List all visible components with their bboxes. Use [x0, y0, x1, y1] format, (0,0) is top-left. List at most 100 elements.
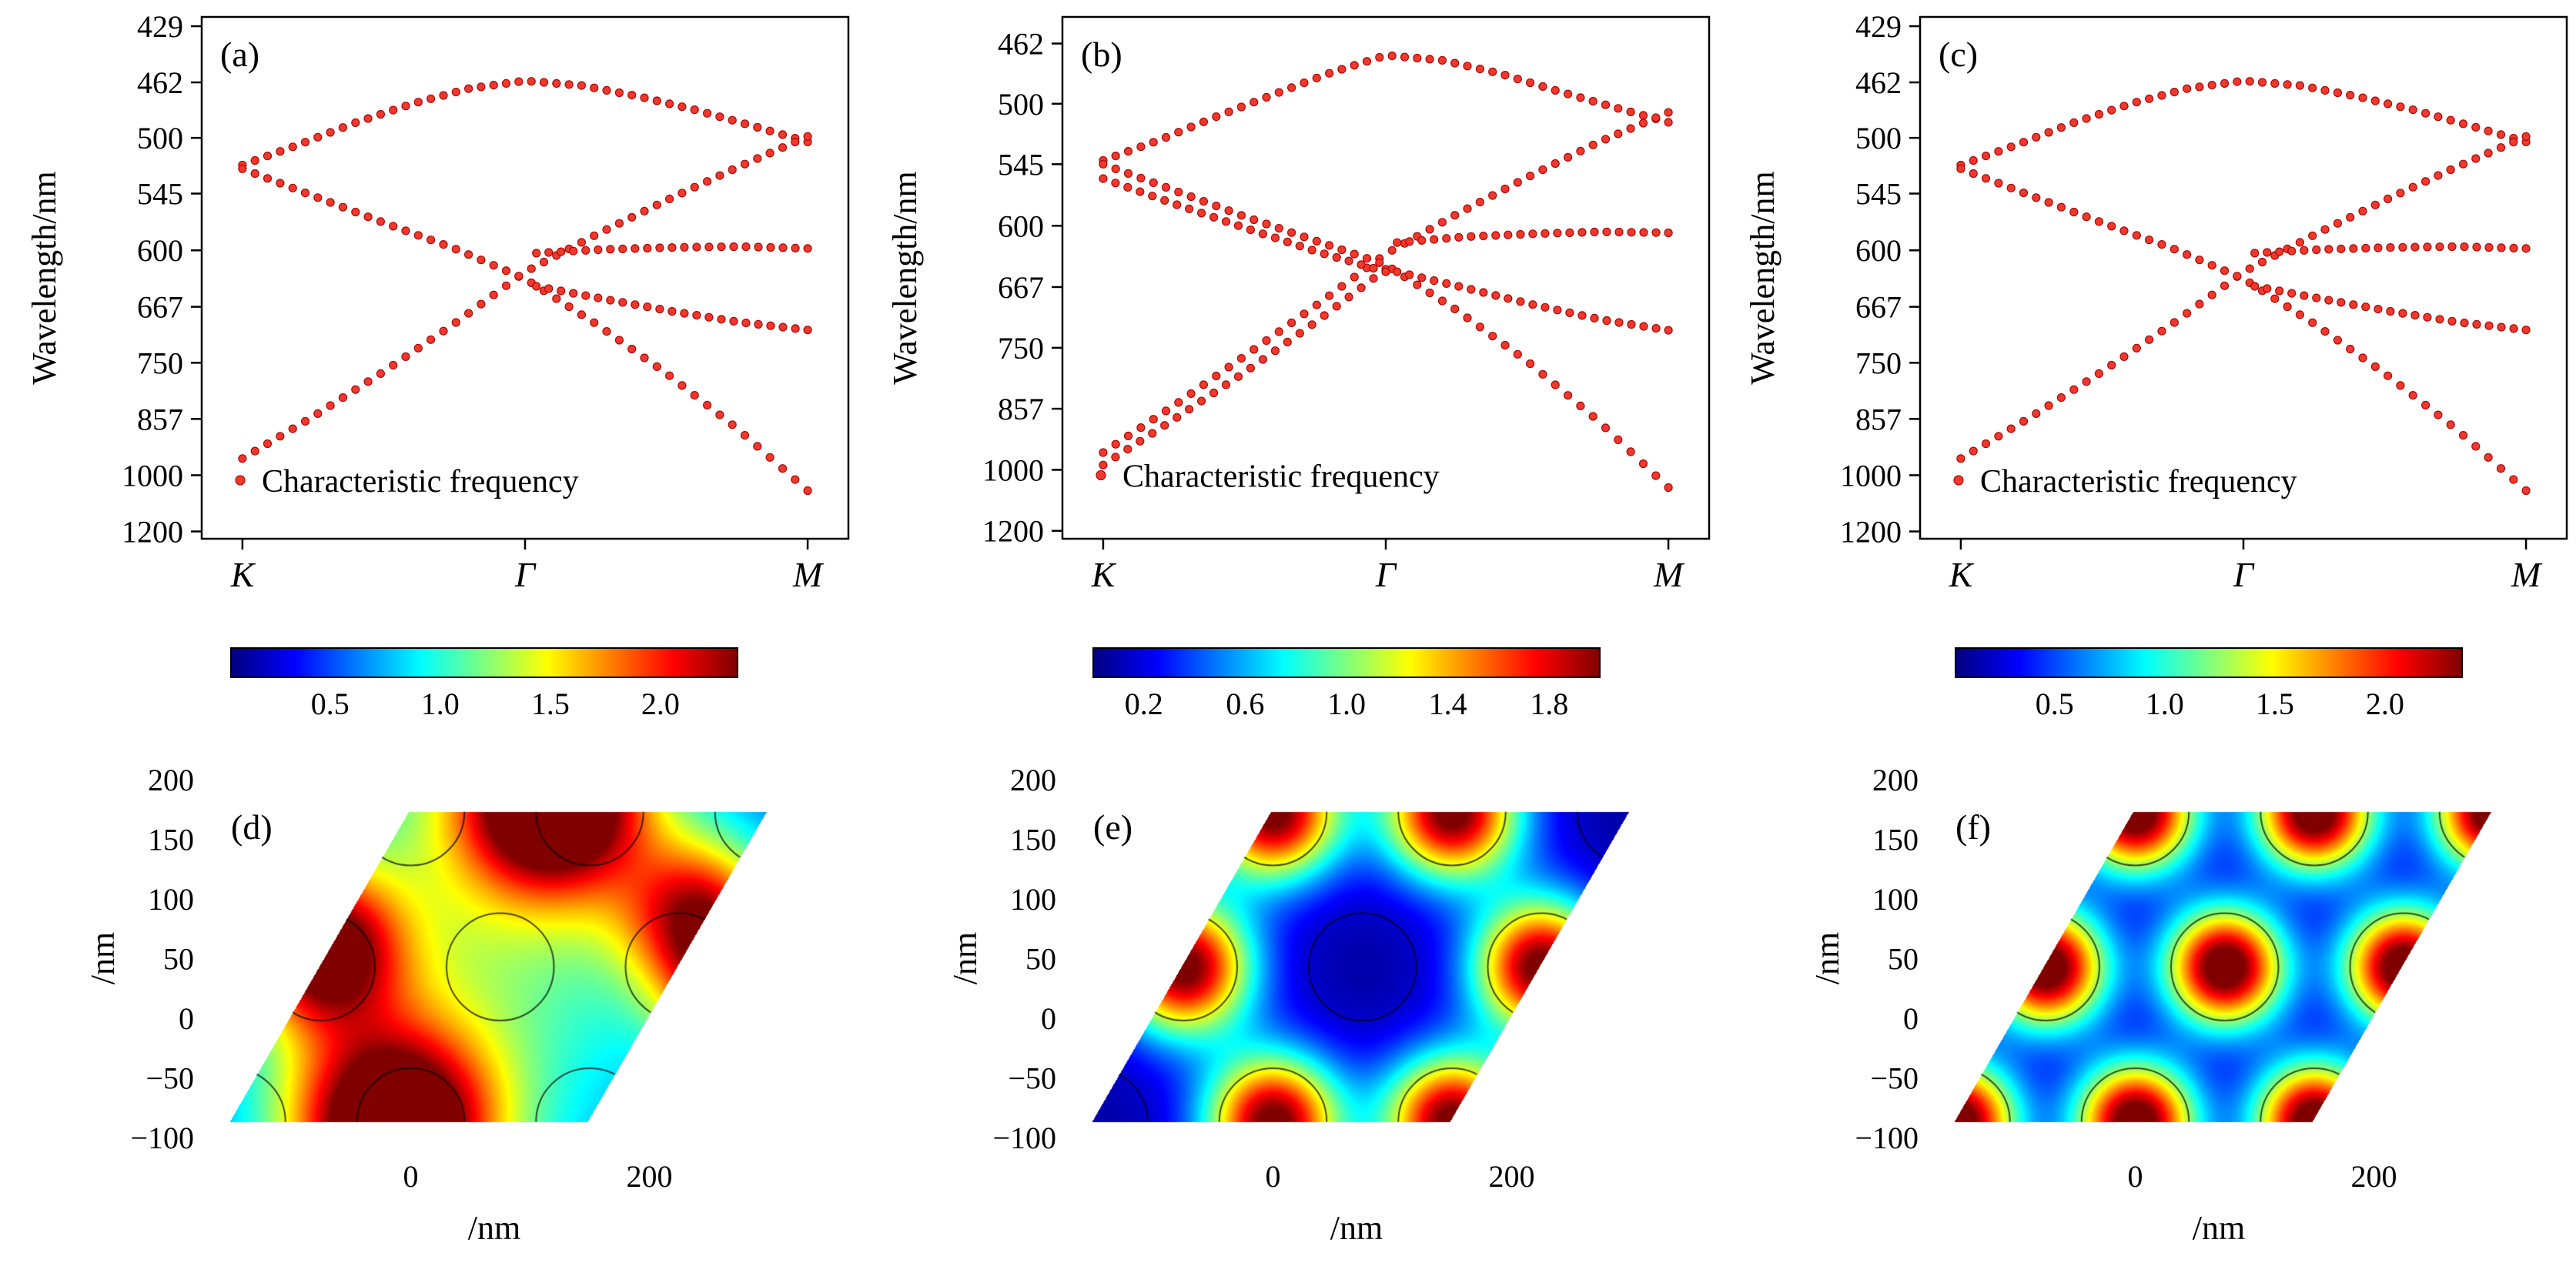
- svg-text:1.8: 1.8: [1530, 687, 1568, 721]
- svg-text:Wavelength/nm: Wavelength/nm: [886, 171, 924, 385]
- svg-text:429: 429: [1855, 9, 1902, 44]
- svg-text:−100: −100: [130, 1121, 194, 1155]
- svg-text:1.0: 1.0: [1327, 687, 1366, 721]
- svg-text:−50: −50: [1870, 1061, 1919, 1095]
- svg-text:462: 462: [998, 27, 1044, 62]
- svg-text:(c): (c): [1939, 35, 1978, 74]
- field-map-panel-d: 0.5 1.0 1.5 2.0 −100 −50 0 50 100 150 200 0 200/nm/n…: [0, 608, 858, 1273]
- band-structure-plot-c: 429 462 500 545 600 667 750 857 1000 1200 K Γ M Wavel…: [1744, 9, 2568, 593]
- svg-text:200: 200: [1010, 763, 1056, 797]
- svg-text:600: 600: [998, 209, 1044, 243]
- svg-text:/nm: /nm: [946, 932, 984, 984]
- svg-text:200: 200: [2351, 1159, 2397, 1194]
- svg-text:/nm: /nm: [2193, 1209, 2245, 1247]
- svg-text:1200: 1200: [1840, 515, 1902, 550]
- svg-text:545: 545: [1855, 177, 1902, 212]
- svg-text:857: 857: [1855, 402, 1902, 436]
- svg-text:462: 462: [1855, 65, 1902, 100]
- svg-text:0: 0: [1041, 1001, 1056, 1036]
- svg-text:M: M: [1653, 555, 1685, 593]
- svg-text:1.5: 1.5: [531, 687, 570, 721]
- field-map-canvas-d: [0, 608, 858, 1273]
- svg-text:500: 500: [1855, 121, 1902, 155]
- field-map-axes-e: 0.2 0.6 1.0 1.4 1.8 −100 −50 0 50 100 150 200 0 200/n…: [946, 647, 1601, 1247]
- band-structure-plot-a: 429 462 500 545 600 667 750 857 1000 1200 K Γ M Wavel…: [25, 9, 850, 593]
- svg-text:(a): (a): [220, 35, 259, 74]
- svg-text:50: 50: [1888, 941, 1919, 976]
- svg-text:100: 100: [1010, 882, 1056, 917]
- svg-text:1000: 1000: [122, 458, 183, 493]
- band-structure-panel-a: 429 462 500 545 600 667 750 857 1000 1200 K Γ M Wavel…: [0, 0, 858, 593]
- band-structure-panel-b: 462 500 545 600 667 750 857 1000 1200 K Γ M Waveleng…: [861, 0, 1719, 593]
- svg-text:857: 857: [998, 392, 1044, 426]
- field-map-panel-f: 0.5 1.0 1.5 2.0 −100 −50 0 50 100 150 200 0 200/nm/n…: [1725, 608, 2576, 1273]
- svg-text:750: 750: [998, 331, 1044, 366]
- field-map-canvas-f: [1725, 608, 2576, 1273]
- field-map-axes-d: 0.5 1.0 1.5 2.0 −100 −50 0 50 100 150 200 0 200/nm/n…: [84, 647, 738, 1247]
- svg-text:1.4: 1.4: [1429, 687, 1467, 721]
- svg-text:−50: −50: [1008, 1061, 1056, 1095]
- svg-text:K: K: [230, 555, 256, 593]
- svg-text:0: 0: [179, 1001, 194, 1036]
- svg-text:1000: 1000: [982, 453, 1044, 487]
- svg-text:100: 100: [1872, 882, 1919, 917]
- svg-text:1.0: 1.0: [2146, 687, 2184, 721]
- svg-text:1000: 1000: [1840, 458, 1902, 493]
- band-structure-plot-b: 462 500 545 600 667 750 857 1000 1200 K Γ M Waveleng…: [886, 15, 1711, 593]
- svg-text:(e): (e): [1093, 807, 1132, 847]
- svg-text:200: 200: [627, 1159, 673, 1194]
- svg-text:667: 667: [998, 270, 1044, 305]
- svg-text:−100: −100: [1855, 1121, 1919, 1155]
- svg-text:0: 0: [1903, 1001, 1919, 1036]
- svg-text:150: 150: [1010, 822, 1056, 857]
- svg-text:750: 750: [137, 346, 183, 380]
- svg-text:Characteristic frequency: Characteristic frequency: [262, 464, 579, 500]
- svg-text:0: 0: [403, 1159, 419, 1194]
- svg-text:/nm: /nm: [1808, 932, 1846, 984]
- svg-text:500: 500: [998, 87, 1044, 122]
- svg-text:0.6: 0.6: [1226, 687, 1264, 721]
- svg-text:200: 200: [1872, 763, 1919, 797]
- svg-text:/nm: /nm: [468, 1209, 520, 1247]
- svg-text:M: M: [792, 555, 825, 593]
- svg-text:K: K: [1091, 555, 1117, 593]
- svg-text:150: 150: [1872, 822, 1919, 857]
- field-map-panel-e: 0.2 0.6 1.0 1.4 1.8 −100 −50 0 50 100 150 200 0 200/n…: [862, 608, 1721, 1273]
- svg-text:600: 600: [137, 233, 183, 268]
- field-map-axes-f: 0.5 1.0 1.5 2.0 −100 −50 0 50 100 150 200 0 200/nm/n…: [1808, 647, 2463, 1247]
- svg-text:545: 545: [998, 147, 1044, 182]
- svg-text:100: 100: [148, 882, 194, 917]
- svg-text:Γ: Γ: [514, 555, 537, 593]
- svg-text:Characteristic frequency: Characteristic frequency: [1122, 459, 1440, 494]
- svg-text:(f): (f): [1955, 807, 1991, 847]
- svg-text:Γ: Γ: [2233, 555, 2255, 593]
- svg-text:/nm: /nm: [84, 932, 122, 984]
- svg-text:462: 462: [137, 65, 183, 100]
- field-map-canvas-e: [862, 608, 1721, 1273]
- svg-text:667: 667: [1855, 290, 1902, 325]
- svg-text:200: 200: [1489, 1159, 1535, 1194]
- svg-text:M: M: [2511, 555, 2543, 593]
- svg-text:2.0: 2.0: [2366, 687, 2404, 721]
- svg-text:600: 600: [1855, 233, 1902, 268]
- svg-text:K: K: [1949, 555, 1975, 593]
- svg-text:−100: −100: [992, 1121, 1056, 1155]
- svg-text:0: 0: [2128, 1159, 2143, 1194]
- svg-text:429: 429: [137, 9, 183, 44]
- svg-text:0.5: 0.5: [311, 687, 350, 721]
- svg-text:50: 50: [163, 941, 194, 976]
- svg-text:(d): (d): [231, 807, 273, 847]
- svg-text:Characteristic frequency: Characteristic frequency: [1980, 464, 2297, 500]
- svg-text:0.2: 0.2: [1125, 687, 1163, 721]
- svg-text:1.5: 1.5: [2256, 687, 2294, 721]
- svg-text:Wavelength/nm: Wavelength/nm: [1744, 171, 1781, 385]
- svg-text:1.0: 1.0: [421, 687, 460, 721]
- svg-text:(b): (b): [1081, 35, 1122, 74]
- svg-text:857: 857: [137, 402, 183, 436]
- svg-text:1200: 1200: [122, 515, 183, 550]
- svg-text:200: 200: [148, 763, 194, 797]
- svg-text:0: 0: [1266, 1159, 1281, 1194]
- svg-text:2.0: 2.0: [641, 687, 680, 721]
- svg-text:667: 667: [137, 290, 183, 325]
